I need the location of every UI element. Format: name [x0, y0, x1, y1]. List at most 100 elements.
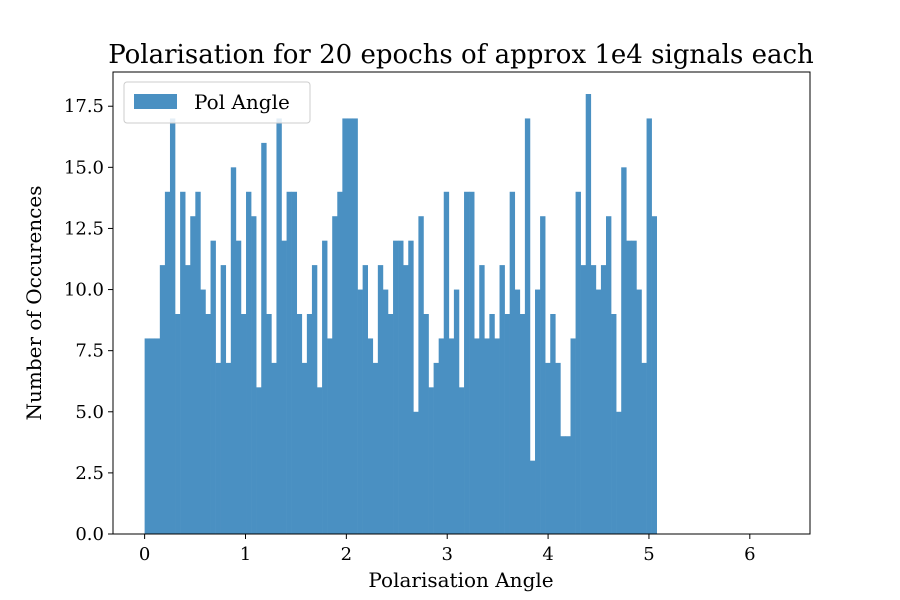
histogram-bar	[540, 216, 546, 534]
histogram-bar	[494, 338, 500, 534]
histogram-bar	[215, 362, 221, 534]
y-axis-label: Number of Occurences	[22, 186, 46, 421]
x-tick-label: 1	[240, 544, 251, 565]
x-tick-label: 0	[139, 544, 150, 565]
histogram-bar	[317, 387, 323, 534]
legend: Pol Angle	[123, 81, 311, 124]
histogram-bar	[590, 265, 597, 534]
x-axis-ticks: 0 1 2 3 4 5 6	[139, 534, 756, 565]
histogram-bar	[443, 191, 450, 534]
histogram-bar	[210, 240, 216, 535]
y-tick-label: 15.0	[64, 157, 104, 178]
histogram-bar	[403, 265, 409, 534]
histogram-bar	[413, 411, 419, 534]
histogram-bar	[408, 240, 414, 535]
histogram-bars	[144, 94, 657, 535]
chart-title: Polarisation for 20 epochs of approx 1e4…	[108, 40, 814, 70]
histogram-bar	[246, 191, 252, 534]
histogram-bar	[626, 240, 632, 535]
legend-label: Pol Angle	[194, 90, 290, 114]
histogram-bar	[484, 338, 490, 534]
histogram-bar	[154, 338, 161, 534]
histogram-bar	[560, 436, 566, 534]
histogram-bar	[600, 265, 607, 534]
histogram-bar	[322, 240, 328, 535]
histogram-bar	[306, 314, 313, 534]
histogram-bar	[611, 314, 617, 534]
histogram-bar	[621, 167, 627, 534]
histogram-bar	[428, 387, 434, 534]
histogram-bar	[509, 191, 516, 534]
histogram-bar	[524, 118, 531, 534]
histogram-bar	[266, 314, 272, 534]
histogram-bar	[311, 265, 318, 534]
y-tick-label: 10.0	[64, 280, 104, 301]
histogram-bar	[159, 265, 166, 534]
histogram-bar	[646, 118, 652, 534]
histogram-bar	[555, 362, 561, 534]
histogram-bar	[474, 338, 480, 534]
y-tick-label: 7.5	[75, 341, 104, 362]
histogram-bar	[641, 362, 647, 534]
histogram-bar	[499, 265, 505, 534]
histogram-bar	[271, 362, 277, 534]
histogram-bar	[149, 338, 156, 534]
x-tick-label: 6	[744, 544, 755, 565]
histogram-bar	[570, 338, 576, 534]
histogram-bar	[357, 289, 363, 534]
histogram-bar	[190, 216, 196, 534]
y-tick-label: 17.5	[64, 96, 104, 117]
histogram-bar	[458, 387, 465, 534]
histogram-bar	[291, 191, 298, 534]
histogram-bar	[169, 118, 176, 534]
histogram-bar	[281, 240, 287, 535]
x-tick-label: 5	[643, 544, 654, 565]
histogram-bar	[256, 387, 262, 534]
y-tick-label: 0.0	[75, 524, 104, 545]
histogram-bar	[286, 191, 292, 534]
histogram-bar	[382, 289, 389, 534]
histogram-bar	[347, 118, 353, 534]
histogram-bar	[144, 338, 150, 534]
histogram-bar	[545, 362, 551, 534]
histogram-bar	[616, 411, 622, 534]
histogram-bar	[565, 436, 571, 534]
legend-box	[123, 81, 311, 124]
histogram-bar	[180, 191, 186, 534]
histogram-bar	[448, 338, 455, 534]
histogram-bar	[185, 265, 191, 534]
histogram-bar	[377, 265, 384, 534]
histogram-bar	[550, 314, 556, 534]
histogram-bar	[200, 289, 206, 534]
histogram-bar	[240, 314, 247, 534]
histogram-bar	[580, 265, 587, 534]
histogram-bar	[489, 314, 495, 534]
histogram-bar	[175, 314, 181, 534]
histogram-bar	[164, 191, 171, 534]
histogram-bar	[332, 216, 338, 534]
histogram-bar	[636, 289, 642, 534]
histogram-bar	[606, 216, 612, 534]
histogram-bar	[575, 191, 581, 534]
plot-area-frame	[112, 71, 811, 535]
histogram-bar	[519, 314, 526, 534]
histogram-bar	[225, 362, 232, 534]
histogram-bar	[372, 362, 379, 534]
y-tick-label: 12.5	[64, 218, 104, 239]
histogram-bar	[631, 240, 637, 535]
x-axis-label: Polarisation Angle	[368, 568, 553, 592]
y-tick-label: 2.5	[75, 463, 104, 484]
histogram-bar	[651, 216, 657, 534]
histogram-bar	[433, 362, 439, 534]
histogram-bar	[585, 94, 592, 534]
histogram-bar	[595, 289, 602, 534]
x-tick-label: 4	[542, 544, 553, 565]
histogram-bar	[352, 118, 358, 534]
histogram-bar	[535, 289, 541, 534]
histogram-bar	[235, 240, 242, 535]
histogram-bar	[393, 240, 399, 535]
histogram-bar	[479, 265, 485, 534]
histogram-bar	[453, 289, 460, 534]
histogram-bar	[469, 191, 475, 534]
